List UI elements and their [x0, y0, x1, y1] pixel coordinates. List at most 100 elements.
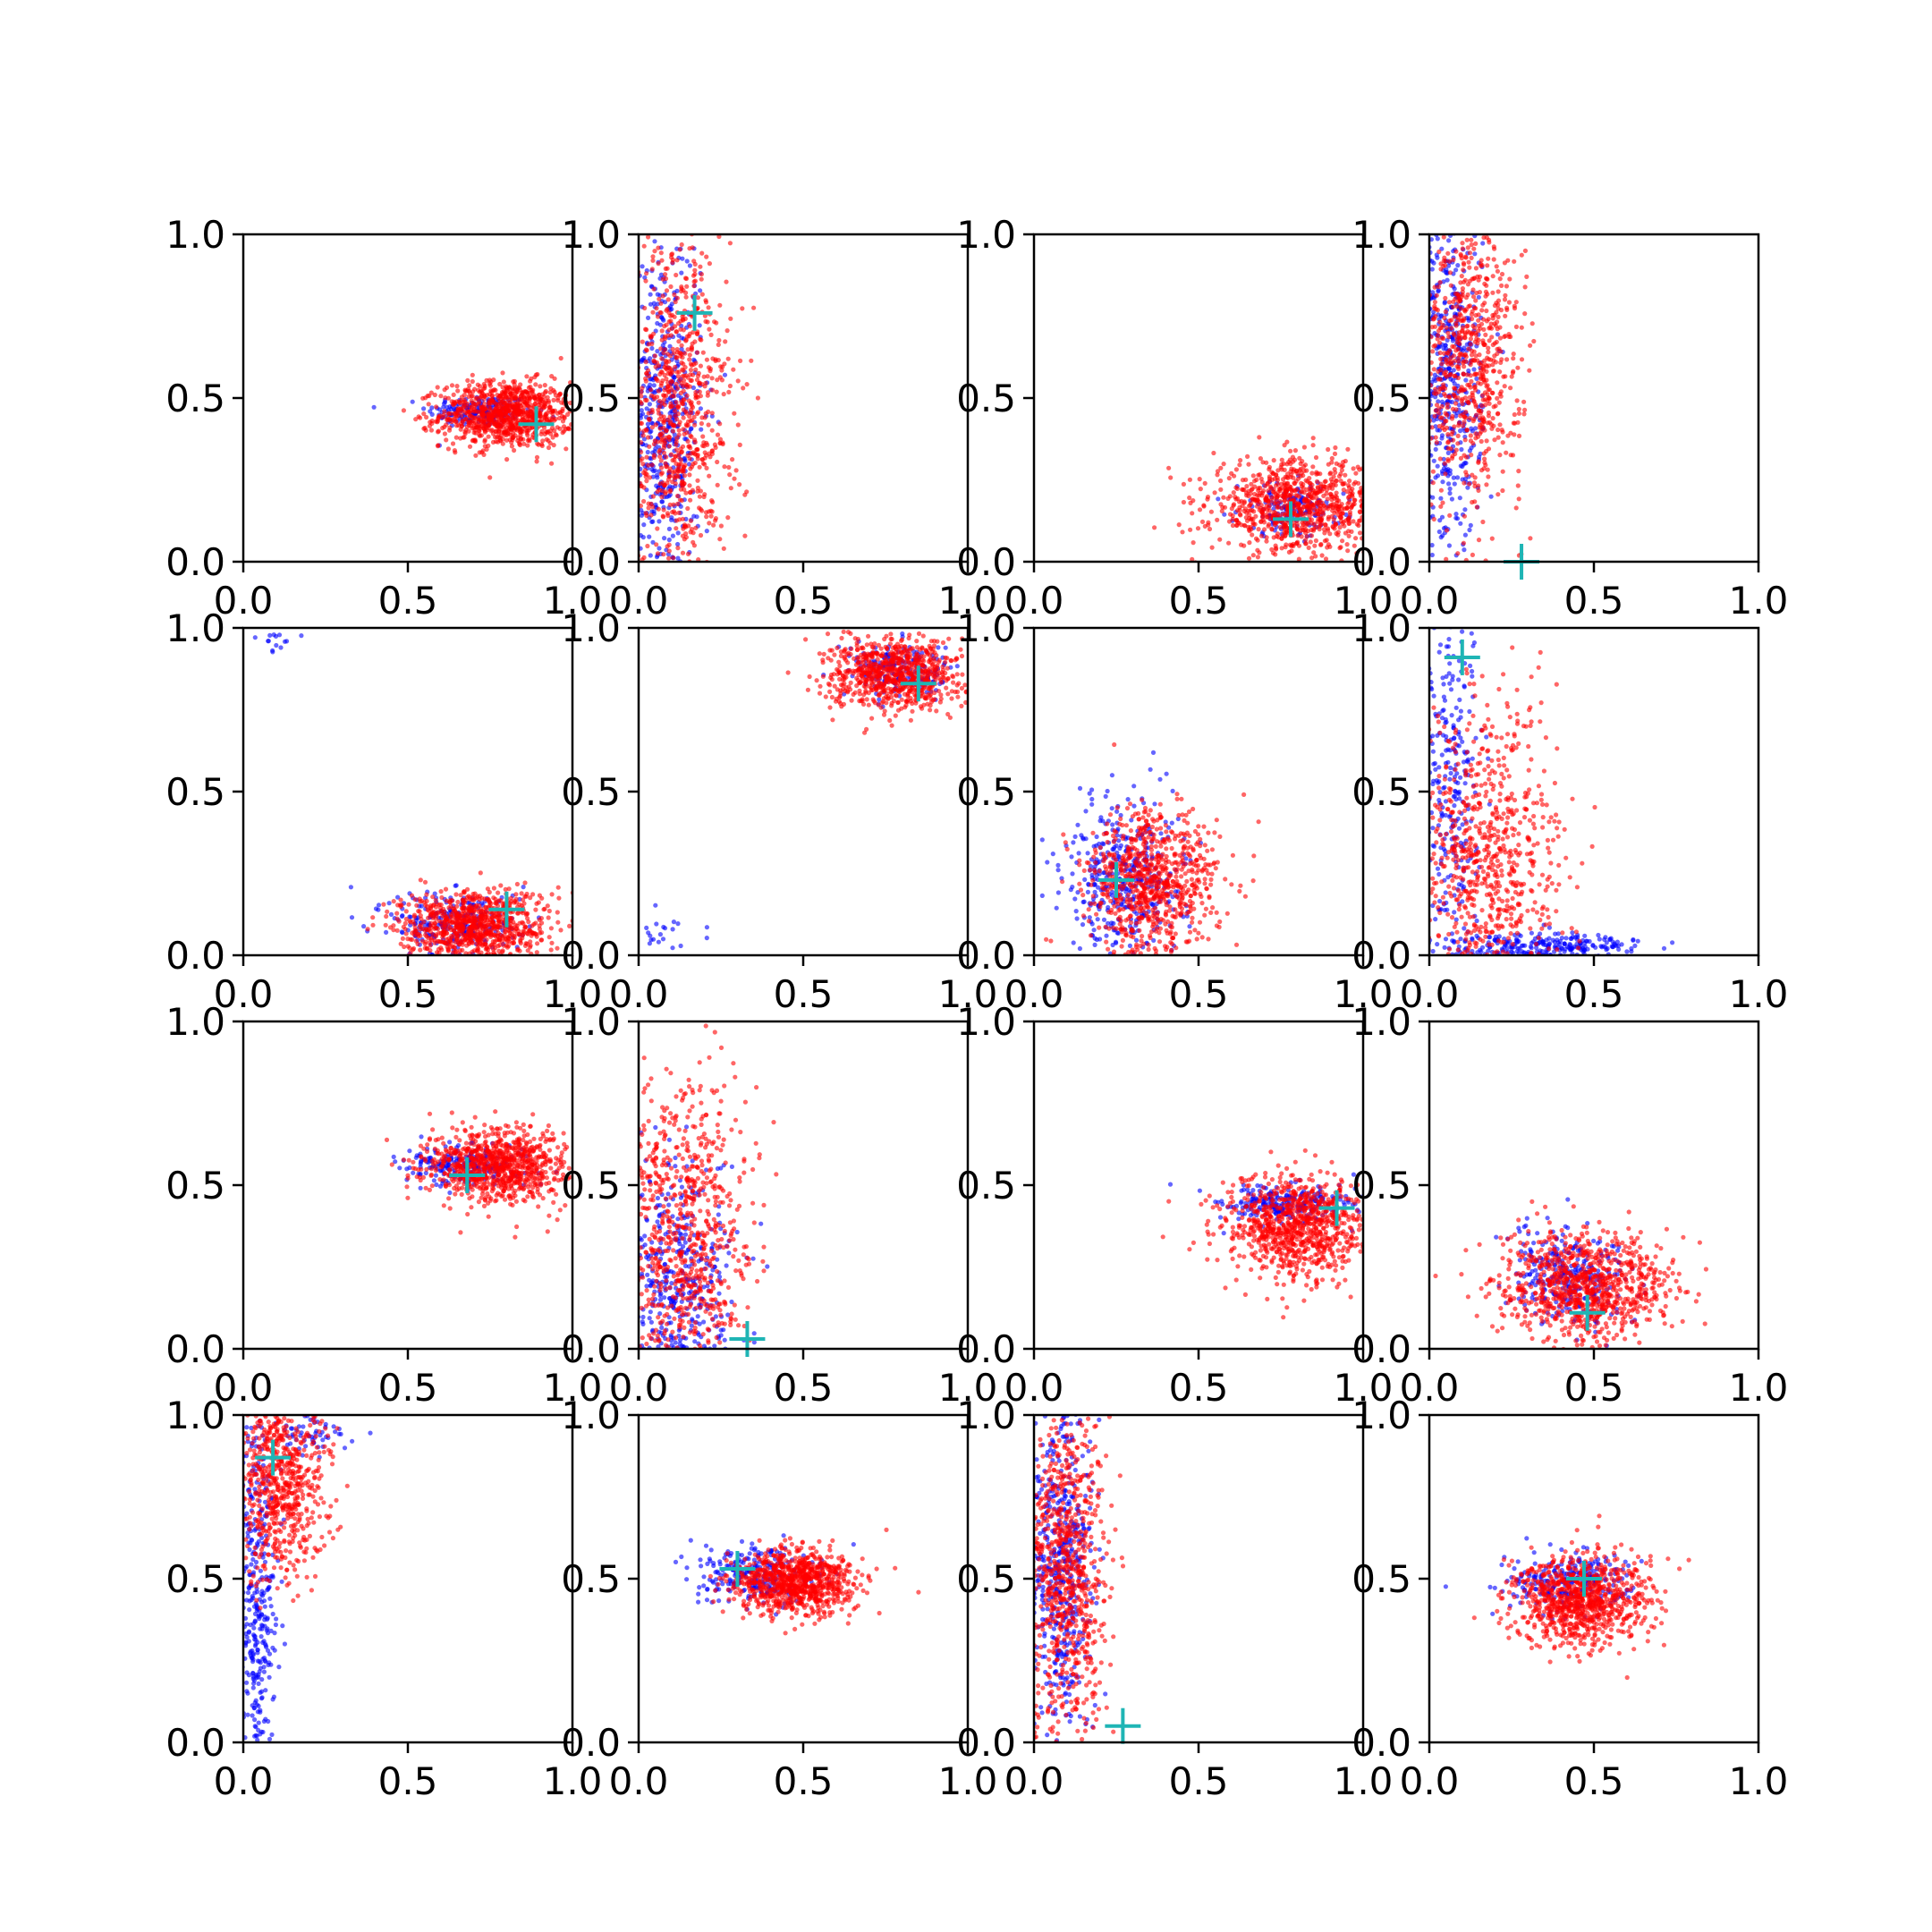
red-series-point	[690, 372, 696, 377]
red-series-point	[540, 438, 546, 444]
red-series-point	[519, 436, 524, 442]
red-series-point	[1462, 277, 1468, 283]
red-series-point	[477, 384, 483, 389]
red-series-point	[646, 411, 651, 416]
red-series-point	[1519, 325, 1524, 330]
red-series-point	[1511, 352, 1516, 357]
red-series-point	[1270, 489, 1275, 495]
red-series-point	[550, 435, 555, 440]
blue-series-point	[675, 541, 681, 547]
red-series-point	[1506, 300, 1512, 305]
blue-series-point	[665, 397, 670, 402]
red-series-point	[1496, 411, 1501, 416]
red-series-point	[662, 483, 667, 488]
red-series-point	[1469, 255, 1474, 260]
red-series-point	[1288, 448, 1293, 453]
y-tick-label: 0.5	[1352, 377, 1411, 420]
red-series-point	[735, 422, 741, 428]
red-series-point	[1226, 519, 1233, 524]
red-series-point	[1346, 483, 1352, 488]
red-series-point	[699, 272, 705, 277]
red-series-point	[655, 526, 660, 531]
blue-series-point	[1438, 496, 1444, 501]
red-series-point	[1259, 479, 1265, 485]
red-series-point	[474, 409, 479, 414]
red-series-point	[1460, 246, 1465, 251]
red-series-point	[1438, 504, 1444, 509]
red-series-point	[654, 542, 659, 547]
red-series-point	[1325, 496, 1330, 502]
red-series-point	[1275, 468, 1281, 473]
blue-series-point	[299, 633, 304, 639]
red-series-point	[1514, 398, 1520, 403]
red-series-point	[565, 411, 571, 417]
red-series-point	[1207, 526, 1213, 532]
red-series-point	[1432, 300, 1437, 305]
red-series-point	[1464, 372, 1470, 377]
red-series-point	[544, 414, 549, 419]
red-series-point	[1250, 553, 1256, 558]
red-series-point	[1335, 530, 1341, 535]
red-series-point	[641, 428, 647, 434]
red-series-point	[1490, 316, 1496, 321]
red-series-point	[1467, 394, 1472, 400]
red-series-point	[462, 435, 467, 440]
red-series-point	[680, 516, 686, 521]
blue-series-point	[421, 406, 427, 411]
red-series-point	[1323, 479, 1328, 484]
red-series-point	[717, 441, 723, 446]
red-series-point	[737, 482, 742, 487]
red-series-point	[1504, 307, 1510, 312]
red-series-point	[1470, 441, 1476, 446]
red-series-point	[1510, 453, 1516, 458]
red-series-point	[1233, 494, 1238, 500]
red-series-point	[1288, 469, 1293, 474]
red-series-point	[679, 480, 684, 486]
red-series-point	[1473, 353, 1479, 359]
red-series-point	[1485, 392, 1490, 397]
red-series-point	[1237, 507, 1242, 513]
red-series-point	[1477, 408, 1482, 413]
red-series-point	[1436, 284, 1441, 290]
red-series-point	[683, 409, 689, 414]
blue-series-point	[678, 504, 683, 509]
red-series-point	[691, 273, 697, 278]
red-series-point	[1263, 483, 1268, 488]
red-series-point	[674, 329, 679, 335]
red-series-point	[1309, 486, 1314, 491]
red-series-point	[648, 393, 655, 398]
red-series-point	[1452, 386, 1457, 391]
red-series-point	[675, 374, 681, 379]
red-series-point	[1354, 551, 1360, 556]
red-series-point	[1328, 504, 1334, 509]
blue-series-point	[649, 345, 655, 352]
red-series-point	[1219, 508, 1224, 514]
red-series-point	[1444, 528, 1450, 533]
red-series-point	[446, 428, 453, 433]
subplot-r1-c4: 0.00.00.50.51.01.0	[1352, 213, 1788, 623]
red-series-point	[1461, 318, 1466, 323]
red-series-point	[1321, 503, 1326, 509]
red-series-point	[1528, 343, 1533, 348]
red-series-point	[470, 372, 475, 377]
red-series-point	[1503, 334, 1508, 339]
red-series-point	[1250, 473, 1256, 479]
red-series-point	[1495, 326, 1500, 332]
red-series-point	[661, 450, 667, 455]
red-series-point	[1471, 246, 1477, 251]
blue-series-point	[667, 484, 673, 489]
red-series-point	[521, 395, 527, 401]
blue-series-point	[274, 642, 279, 648]
red-series-point	[505, 394, 511, 400]
y-tick-label: 0.0	[165, 540, 225, 584]
red-series-point	[1443, 411, 1448, 416]
red-series-point	[1453, 249, 1459, 254]
red-series-point	[664, 288, 670, 293]
red-series-point	[555, 398, 561, 403]
red-series-point	[1512, 432, 1517, 437]
y-tick-label: 1.0	[561, 213, 621, 257]
red-series-point	[1303, 478, 1309, 483]
red-series-point	[657, 404, 663, 410]
red-series-point	[673, 453, 678, 459]
red-series-point	[1337, 546, 1343, 551]
